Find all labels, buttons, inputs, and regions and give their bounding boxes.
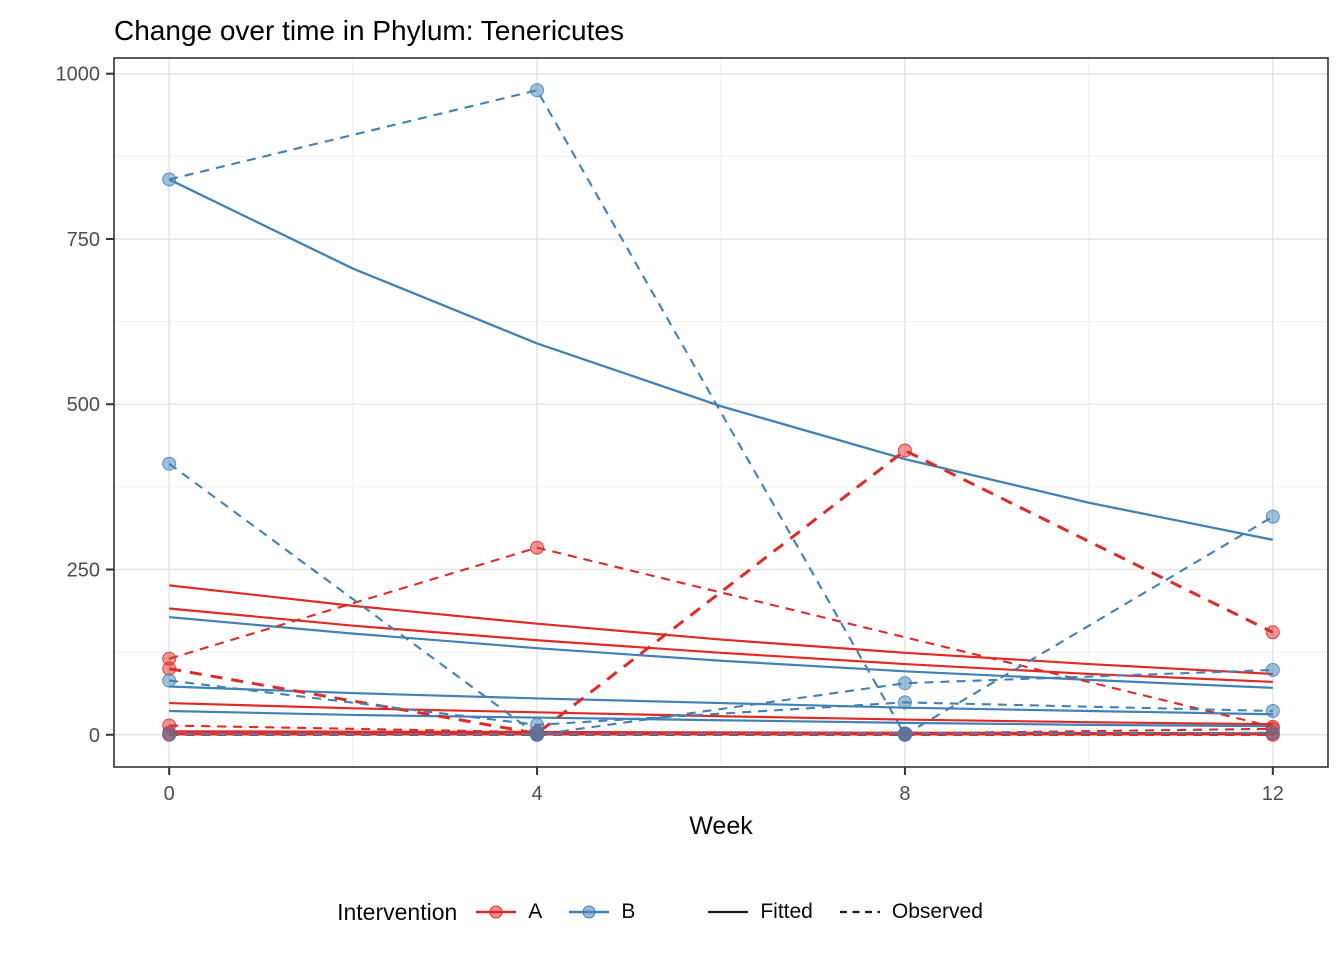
- observed-point-B4-observed: [897, 726, 912, 741]
- x-tick-label-4: 4: [531, 783, 542, 805]
- observed-point-A2-observed: [897, 443, 912, 458]
- observed-point-B4-observed: [162, 727, 177, 742]
- series-A3-fitted: [169, 701, 1273, 726]
- legend: Intervention A B Fitted: [0, 882, 1344, 942]
- observed-point-A2-observed: [162, 661, 177, 676]
- legend-glyph-a: [476, 905, 517, 919]
- grid-minor: [114, 58, 1328, 767]
- observed-point-B2-observed: [897, 676, 912, 691]
- series-B1-fitted: [168, 178, 1274, 541]
- x-axis-title: Week: [689, 812, 753, 840]
- series-A1-fitted: [169, 584, 1273, 676]
- observed-point-B2-observed: [162, 456, 177, 471]
- legend-glyph-b: [569, 905, 610, 919]
- series-B1-observed: [168, 89, 1274, 737]
- x-tick-label-12: 12: [1262, 783, 1284, 805]
- x-tick-label-0: 0: [164, 783, 175, 805]
- legend-label-fitted: Fitted: [760, 900, 813, 923]
- y-tick-label-250: 250: [67, 560, 100, 582]
- observed-point-B1-observed: [1265, 509, 1280, 524]
- legend-key-intervention-b: B: [566, 899, 635, 925]
- y-tick-label-750: 750: [67, 229, 100, 251]
- legend-label-observed: Observed: [891, 900, 983, 923]
- y-tick-label-1000: 1000: [56, 64, 101, 86]
- legend-key-intervention-a: A: [473, 899, 542, 925]
- legend-glyph-fitted: [708, 910, 749, 914]
- series-A2-fitted: [169, 607, 1273, 683]
- chart-title: Change over time in Phylum: Tenericutes: [114, 15, 624, 46]
- x-tick-label-8: 8: [899, 783, 910, 805]
- y-tick-label-0: 0: [89, 725, 100, 747]
- y-tick-label-500: 500: [67, 394, 100, 416]
- legend-title: Intervention: [337, 898, 458, 925]
- legend-key-fitted: Fitted: [705, 899, 813, 925]
- observed-point-B4-observed: [530, 727, 545, 742]
- observed-point-B4-observed: [1265, 725, 1280, 740]
- series-lines: [168, 89, 1274, 737]
- observed-point-B3-observed: [1265, 703, 1280, 718]
- legend-key-observed: Observed: [837, 899, 983, 925]
- series-B2-fitted: [169, 616, 1273, 689]
- observed-point-B2-observed: [1265, 662, 1280, 677]
- series-B3-fitted: [169, 685, 1273, 716]
- legend-point-a-icon: [489, 905, 503, 919]
- series-B4-fitted: [169, 709, 1273, 728]
- observed-point-B3-observed: [162, 673, 177, 688]
- observed-points: [162, 83, 1280, 742]
- legend-point-b-icon: [582, 905, 596, 919]
- plot-panel-border: [113, 57, 1329, 768]
- observed-point-A2-observed: [1265, 625, 1280, 640]
- legend-label-a: A: [528, 900, 543, 923]
- series-B4-observed: [169, 731, 1273, 736]
- observed-point-B1-observed: [530, 83, 545, 98]
- legend-label-b: B: [621, 900, 636, 923]
- line-chart: 0 250 500 750 1000 0 4 8 12 Change over time in …: [56, 15, 1329, 840]
- axis-tick-labels: 0 250 500 750 1000 0 4 8 12: [56, 64, 1284, 805]
- observed-point-B1-observed: [162, 172, 177, 187]
- observed-point-B3-observed: [897, 695, 912, 710]
- observed-point-A1-observed: [530, 540, 545, 555]
- legend-glyph-observed: [839, 910, 880, 914]
- series-B2-observed: [168, 462, 1273, 736]
- axis-ticks: [106, 72, 1274, 775]
